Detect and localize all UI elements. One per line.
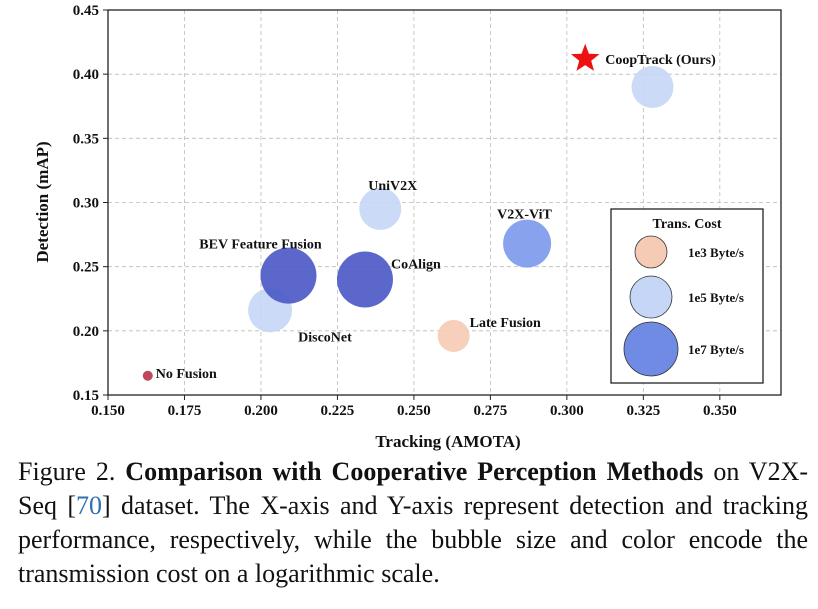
bubble-univ2x: [359, 187, 402, 230]
x-tick-label: 0.350: [703, 403, 737, 419]
legend-bubble: [623, 321, 679, 377]
legend-entry-label: 1e3 Byte/s: [688, 245, 744, 260]
point-label-disconet: DiscoNet: [298, 330, 352, 345]
y-tick-label: 0.35: [73, 131, 99, 147]
bubble-coalign: [336, 251, 393, 308]
x-tick-label: 0.275: [474, 403, 508, 419]
x-axis-label: Tracking (AMOTA): [375, 432, 520, 451]
caption-text-after-ref: ] dataset. The X-axis and Y-axis represe…: [18, 491, 808, 588]
x-tick-label: 0.200: [244, 403, 278, 419]
y-axis-label: Detection (mAP): [33, 141, 52, 262]
legend-bubble: [629, 275, 673, 319]
bubble-unlabeled: [631, 66, 674, 108]
bubble-bev-feature-fusion: [260, 247, 317, 304]
y-tick-label: 0.30: [73, 196, 99, 212]
legend-bubble: [634, 235, 668, 269]
point-label-late-fusion: Late Fusion: [470, 316, 541, 331]
x-tick-label: 0.300: [550, 403, 584, 419]
bubble-v2x-vit: [503, 219, 552, 268]
bubble-layer: [142, 43, 674, 381]
legend: Trans. Cost 1e3 Byte/s 1e5 Byte/s 1e7 Byte…: [610, 208, 764, 384]
point-label-no-fusion: No Fusion: [156, 367, 217, 382]
y-tick-label: 0.20: [73, 324, 99, 340]
y-tick-label: 0.45: [73, 3, 99, 19]
y-tick-label: 0.40: [73, 67, 99, 83]
star-marker-cooptrack-ours: [571, 43, 600, 71]
caption-prefix: Figure 2.: [18, 457, 116, 486]
bubble-late-fusion: [437, 319, 470, 352]
point-label-v2x-vit: V2X-ViT: [497, 208, 552, 223]
figure-caption: Figure 2. Comparison with Cooperative Pe…: [18, 455, 808, 591]
x-tick-label: 0.225: [321, 403, 355, 419]
point-label-coalign: CoAlign: [391, 258, 441, 273]
bubble-chart: 0.150 0.175 0.200 0.225 0.250 0.275 0.300 0.325…: [33, 3, 782, 451]
caption-reference-link[interactable]: 70: [76, 491, 102, 520]
point-label-cooptrack-ours: CoopTrack (Ours): [605, 53, 716, 68]
caption-title: Comparison with Cooperative Perception M…: [125, 457, 704, 486]
y-tick-label: 0.25: [73, 260, 99, 276]
x-tick-label: 0.325: [626, 403, 660, 419]
x-tick-label: 0.250: [397, 403, 431, 419]
point-label-bev-feature-fusion: BEV Feature Fusion: [199, 238, 322, 253]
y-tick-label: 0.15: [73, 388, 99, 404]
bubble-no-fusion: [142, 370, 153, 381]
x-tick-label: 0.175: [168, 403, 202, 419]
legend-entry-label: 1e5 Byte/s: [688, 290, 744, 305]
point-label-univ2x: UniV2X: [368, 179, 417, 194]
label-layer: No Fusion DiscoNet BEV Feature Fusion CoAli…: [156, 53, 716, 382]
legend-title: Trans. Cost: [653, 217, 722, 232]
legend-entry-label: 1e7 Byte/s: [688, 342, 744, 357]
tick-layer: 0.150 0.175 0.200 0.225 0.250 0.275 0.300 0.325…: [73, 3, 737, 419]
x-tick-label: 0.150: [91, 403, 125, 419]
legend-entries: 1e3 Byte/s 1e5 Byte/s 1e7 Byte/s: [623, 235, 744, 377]
caption-text-before-ref: on V2X-Seq [: [18, 457, 809, 520]
